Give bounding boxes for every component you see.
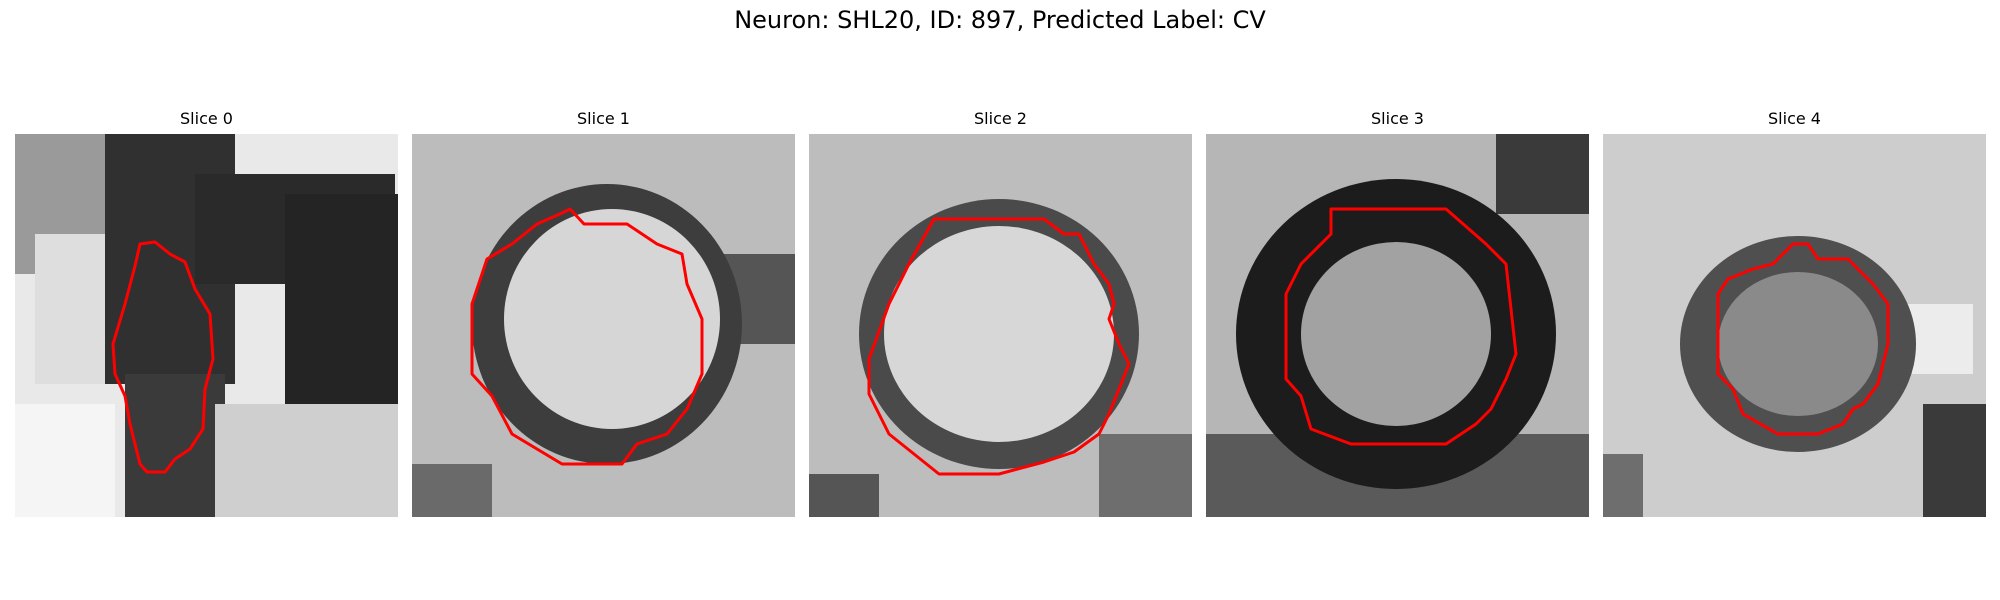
slice-4-image (1603, 134, 1986, 517)
slice-0-image (15, 134, 398, 517)
segmentation-contour (867, 217, 1131, 476)
slice-1-image (412, 134, 795, 517)
panel-title: Slice 1 (577, 109, 630, 128)
segmentation-contour (1716, 242, 1890, 436)
gray-region (215, 404, 398, 517)
panel-slice-0: Slice 0 (15, 104, 398, 517)
panel-title: Slice 0 (180, 109, 233, 128)
vesicle-interior (1301, 242, 1491, 426)
vesicle-interior (504, 209, 720, 429)
dark-region (1603, 454, 1643, 517)
vesicle-interior (1718, 272, 1878, 416)
segmentation-contour (1284, 207, 1518, 446)
figure-title: Neuron: SHL20, ID: 897, Predicted Label:… (734, 6, 1266, 34)
slice-3-image (1206, 134, 1589, 517)
panel-slice-3: Slice 3 (1206, 104, 1589, 517)
panel-title: Slice 3 (1371, 109, 1424, 128)
segmentation-contour (470, 207, 704, 466)
dark-region (809, 474, 879, 517)
panel-slice-1: Slice 1 (412, 104, 795, 517)
vesicle-interior (884, 226, 1114, 442)
dark-region (1496, 134, 1589, 214)
slice-2-image (809, 134, 1192, 517)
panel-slice-4: Slice 4 (1603, 104, 1986, 517)
light-region (35, 234, 105, 384)
dark-region (1099, 434, 1192, 517)
dark-region (285, 194, 398, 414)
panel-title: Slice 4 (1768, 109, 1821, 128)
panel-slice-2: Slice 2 (809, 104, 1192, 517)
segmentation-contour (111, 240, 215, 474)
dark-region (412, 464, 492, 517)
panel-title: Slice 2 (974, 109, 1027, 128)
light-region (15, 404, 115, 517)
dark-region (1923, 404, 1986, 517)
dark-region (125, 374, 225, 517)
